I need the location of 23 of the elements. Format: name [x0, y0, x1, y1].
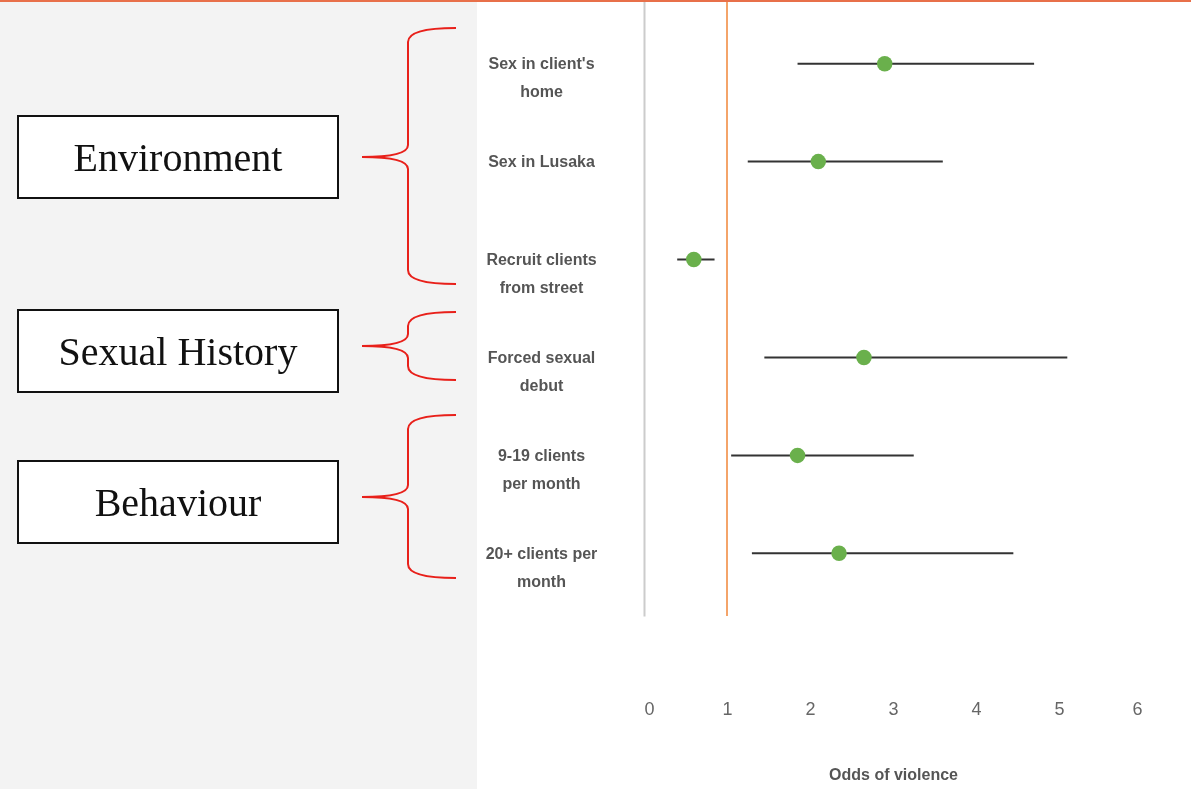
x-tick-label: 5	[1054, 698, 1065, 719]
y-tick-label: Forced sexual debut	[487, 348, 596, 394]
text: Environment	[17, 115, 339, 199]
x-tick-label: 3	[888, 698, 899, 719]
x-tick-label: 1	[722, 698, 733, 719]
y-tick-label: Sex in Lusaka	[488, 153, 595, 171]
x-axis-title: Odds of violence	[829, 765, 959, 783]
y-tick-label: Recruit clients from street	[486, 251, 597, 297]
x-tick-label: 0	[644, 698, 655, 719]
point	[789, 447, 806, 464]
point	[810, 153, 827, 170]
x-tick-label: 4	[971, 698, 982, 719]
point	[686, 251, 702, 268]
point	[856, 349, 872, 366]
y-tick-label: 9-19 clients per month	[497, 446, 586, 492]
text: Sexual History	[17, 309, 339, 393]
point	[876, 55, 893, 72]
point	[831, 545, 847, 562]
y-tick-label: Sex in client's home	[488, 55, 595, 101]
y-tick-label: 20+ clients per month	[485, 544, 598, 590]
x-tick-label: 6	[1132, 698, 1143, 719]
x-tick-label: 2	[805, 698, 816, 719]
text: Behaviour	[17, 460, 339, 544]
